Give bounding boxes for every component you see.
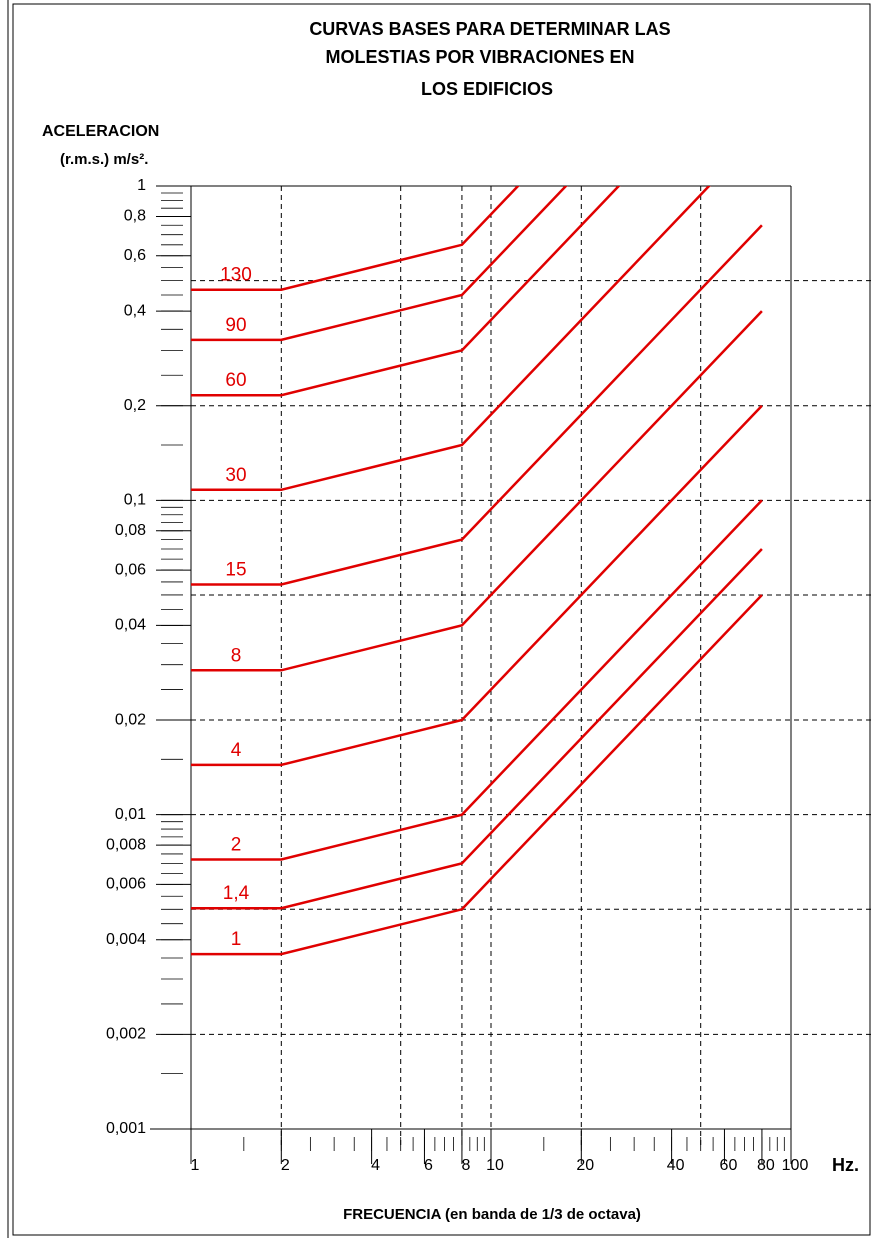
y-tick-label: 0,6 (124, 247, 146, 264)
curve (191, 310, 763, 672)
curve-label: 90 (225, 315, 246, 336)
curve (191, 186, 621, 397)
y-axis-label: ACELERACION (42, 123, 159, 140)
y-tick-label: 1 (137, 177, 146, 194)
y-tick-label: 0,06 (115, 561, 146, 578)
curve (191, 499, 763, 861)
curve-label: 130 (220, 265, 252, 286)
curve (191, 548, 763, 910)
chart-title: LOS EDIFICIOS (421, 79, 553, 99)
x-tick-label: 10 (486, 1157, 504, 1174)
y-tick-label: 0,4 (124, 302, 146, 319)
curve (191, 404, 763, 767)
curve-label: 15 (225, 559, 246, 580)
curve-label: 4 (231, 740, 242, 761)
curve-label: 2 (231, 835, 242, 856)
y-tick-label: 0,006 (106, 876, 146, 893)
y-tick-label: 0,04 (115, 617, 146, 634)
y-axis-label: (r.m.s.) m/s². (60, 151, 148, 168)
chart-title: MOLESTIAS POR VIBRACIONES EN (325, 47, 634, 67)
x-unit: Hz. (832, 1155, 859, 1175)
y-tick-label: 0,08 (115, 522, 146, 539)
x-axis-label: FRECUENCIA (en banda de 1/3 de octava) (343, 1206, 641, 1223)
y-tick-label: 0,2 (124, 397, 146, 414)
plot-area (191, 186, 763, 956)
curve-label: 1,4 (223, 883, 250, 904)
y-tick-label: 0,001 (106, 1120, 146, 1137)
frame (12, 3, 871, 1236)
curve-label: 8 (231, 645, 242, 666)
curve-label: 1 (231, 929, 242, 950)
y-tick-label: 0,1 (124, 492, 146, 509)
y-tick-label: 0,008 (106, 836, 146, 853)
curve (191, 186, 568, 342)
x-tick-label: 60 (720, 1157, 738, 1174)
x-tick-label: 8 (461, 1157, 470, 1174)
chart-title: CURVAS BASES PARA DETERMINAR LAS (309, 19, 670, 39)
x-tick-label: 2 (281, 1157, 290, 1174)
x-tick-label: 1 (191, 1157, 200, 1174)
curve (191, 594, 763, 956)
x-tick-label: 80 (757, 1157, 775, 1174)
x-tick-label: 40 (667, 1157, 685, 1174)
y-tick-label: 0,002 (106, 1026, 146, 1043)
curve-label: 30 (225, 465, 246, 486)
y-tick-label: 0,01 (115, 806, 146, 823)
y-tick-label: 0,02 (115, 711, 146, 728)
x-tick-label: 100 (782, 1157, 809, 1174)
y-tick-label: 0,8 (124, 208, 146, 225)
x-tick-label: 4 (371, 1157, 380, 1174)
x-tick-label: 6 (424, 1157, 433, 1174)
x-tick-label: 20 (576, 1157, 594, 1174)
y-tick-label: 0,004 (106, 931, 146, 948)
curve (191, 186, 520, 291)
curve (191, 224, 763, 586)
curve (191, 186, 711, 492)
curve-label: 60 (225, 370, 246, 391)
